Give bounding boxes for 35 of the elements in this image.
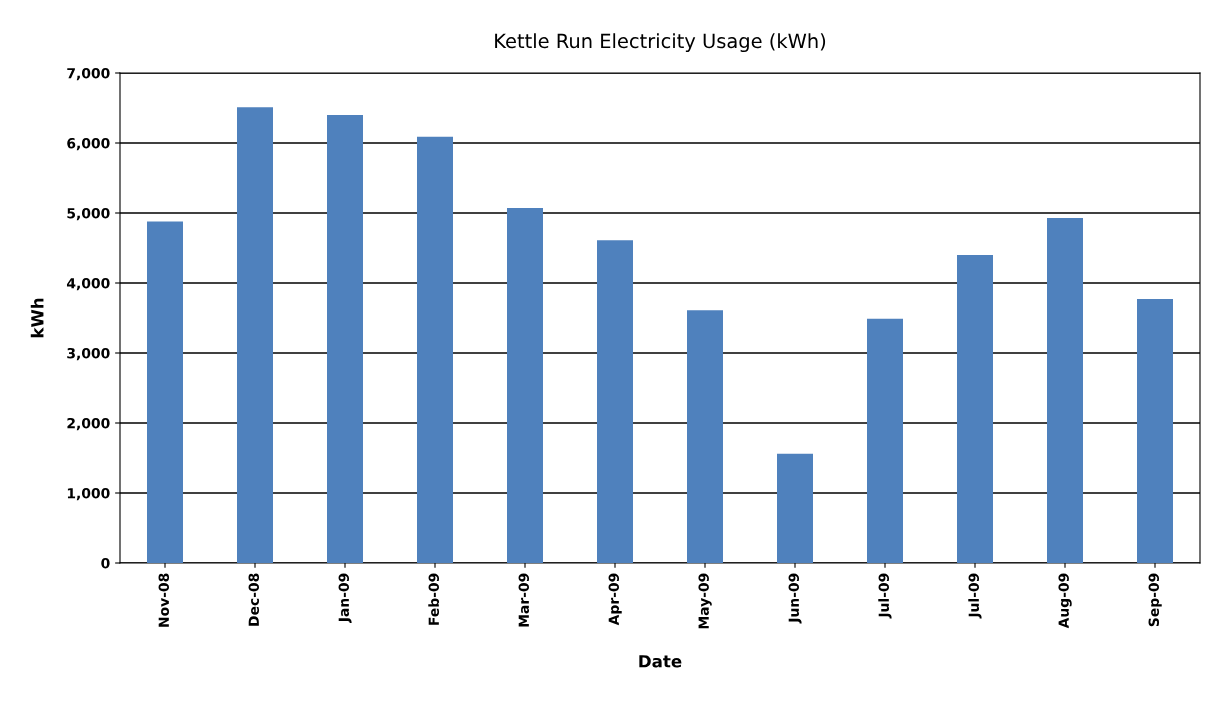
x-tick-label: Jan-09 bbox=[338, 573, 352, 624]
y-tick-label: 1,000 bbox=[67, 487, 110, 501]
bar bbox=[867, 318, 903, 563]
y-tick-label: 3,000 bbox=[67, 347, 110, 361]
y-tick-label: 4,000 bbox=[66, 277, 110, 291]
bar bbox=[957, 255, 993, 563]
y-axis-title: kWh bbox=[30, 298, 44, 338]
bar bbox=[1047, 217, 1083, 563]
x-tick-label: Feb-09 bbox=[428, 573, 440, 625]
bar bbox=[1137, 299, 1173, 563]
y-tick-label: 2,000 bbox=[67, 417, 110, 431]
x-tick-label: Nov-08 bbox=[158, 573, 170, 627]
bar bbox=[417, 136, 453, 563]
x-tick-label: Aug-09 bbox=[1058, 573, 1072, 629]
x-tick-label: Mar-09 bbox=[518, 573, 530, 627]
x-tick-label: Jun-09 bbox=[788, 573, 802, 624]
x-axis-title: Date bbox=[639, 655, 682, 668]
x-tick-label: May-09 bbox=[698, 573, 712, 629]
bar bbox=[507, 208, 543, 563]
y-tick-label: 6,000 bbox=[67, 137, 110, 151]
x-tick-label: Dec-08 bbox=[248, 573, 260, 626]
bar bbox=[237, 107, 273, 563]
bar bbox=[687, 310, 723, 563]
y-tick-label: 5,000 bbox=[67, 207, 110, 221]
y-tick-label: 0 bbox=[101, 557, 110, 569]
x-tick-label: Sep-09 bbox=[1148, 573, 1162, 627]
y-tick-label: 7,000 bbox=[67, 67, 110, 81]
x-tick-label: Apr-09 bbox=[608, 573, 622, 626]
x-tick-label: Jul-09 bbox=[968, 573, 982, 619]
x-tick-label: Jul-09 bbox=[878, 573, 892, 619]
bar bbox=[147, 221, 183, 563]
bar bbox=[597, 240, 633, 563]
bar bbox=[777, 453, 813, 563]
chart-title: Kettle Run Electricity Usage (kWh) bbox=[495, 33, 826, 53]
bar bbox=[327, 115, 363, 563]
